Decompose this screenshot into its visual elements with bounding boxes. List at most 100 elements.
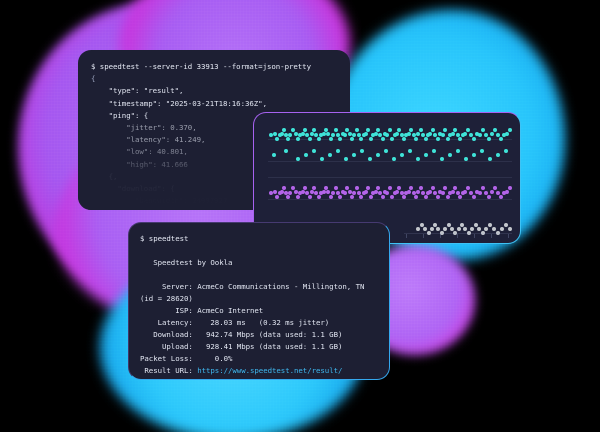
chart-data-point: [296, 157, 301, 162]
chart-data-point: [490, 190, 495, 195]
chart-data-point: [288, 191, 293, 196]
chart-data-point: [481, 231, 486, 236]
chart-data-point: [508, 227, 513, 232]
json-output-line: "timestamp": "2025-03-21T18:16:36Z",: [91, 98, 267, 108]
chart-data-point: [291, 186, 296, 191]
chart-data-point: [412, 133, 417, 138]
chart-data-point: [378, 133, 383, 138]
result-url-link-continued[interactable]: c/2d74ee56-a79b-4469-ba21-0cecc92c8bcb: [140, 377, 386, 379]
chart-data-point: [446, 137, 451, 142]
chart-data-point: [352, 133, 357, 138]
chart-data-point: [451, 190, 456, 195]
chart-data-point: [303, 128, 308, 133]
chart-data-point: [456, 149, 461, 154]
chart-data-point: [366, 128, 371, 133]
chart-data-point: [487, 137, 492, 142]
chart-data-point: [404, 133, 409, 138]
chart-data-point: [433, 191, 438, 196]
terminal-card-summary-output[interactable]: $ speedtest Speedtest by Ookla Server: A…: [128, 222, 390, 380]
chart-data-point: [443, 128, 448, 133]
chart-data-point: [431, 186, 436, 191]
chart-data-point: [484, 133, 489, 138]
chart-data-point: [440, 231, 445, 236]
chart-data-point: [456, 191, 461, 196]
result-url-link[interactable]: https://www.speedtest.net/result/: [197, 366, 343, 375]
chart-data-point: [331, 191, 336, 196]
chart-data-point: [502, 191, 507, 196]
chart-data-point: [480, 149, 485, 154]
chart-data-point: [504, 223, 509, 228]
chart-data-point: [388, 128, 393, 133]
chart-data-point: [481, 186, 486, 191]
chart-data-point: [352, 191, 357, 196]
chart-data-point: [343, 191, 348, 196]
chart-data-point: [467, 231, 472, 236]
result-url-line: Result URL: https://www.speedtest.net/re…: [140, 365, 386, 377]
chart-data-point: [392, 157, 397, 162]
chart-data-point: [488, 157, 493, 162]
chart-data-point: [469, 191, 474, 196]
chart-data-point: [294, 132, 299, 137]
chart-data-point: [402, 195, 407, 200]
chart-data-point: [328, 153, 333, 158]
chart-data-point: [448, 191, 453, 196]
chart-x-axis-tick: [508, 234, 509, 238]
chart-data-point: [312, 186, 317, 191]
chart-data-point: [397, 186, 402, 191]
chart-data-point: [374, 132, 379, 137]
chart-data-point: [308, 137, 313, 142]
chart-data-point: [472, 195, 477, 200]
chart-data-point: [345, 186, 350, 191]
chart-data-point: [463, 227, 468, 232]
chart-data-point: [371, 191, 376, 196]
chart-data-point: [496, 231, 501, 236]
chart-data-point: [448, 153, 453, 158]
chart-data-point: [303, 186, 308, 191]
chart-data-point: [424, 195, 429, 200]
chart-data-point: [477, 227, 482, 232]
chart-data-point: [310, 190, 315, 195]
chart-data-point: [488, 223, 493, 228]
chart-data-point: [419, 128, 424, 133]
chart-data-point: [407, 190, 412, 195]
chart-data-point: [500, 227, 505, 232]
chart-data-point: [317, 195, 322, 200]
chart-data-point: [448, 133, 453, 138]
chart-data-point: [304, 153, 309, 158]
chart-data-point: [496, 133, 501, 138]
chart-data-point: [447, 223, 452, 228]
chart-data-point: [487, 195, 492, 200]
chart-data-point: [366, 186, 371, 191]
summary-output-line: ISP: AcmeCo Internet: [140, 306, 264, 315]
chart-data-point: [446, 195, 451, 200]
chart-data-point: [275, 195, 280, 200]
chart-data-point: [322, 132, 327, 137]
chart-data-point: [408, 149, 413, 154]
chart-data-point: [475, 190, 480, 195]
chart-data-point: [424, 153, 429, 158]
summary-output-line: [140, 245, 386, 257]
chart-data-point: [428, 132, 433, 137]
chart-data-point: [416, 227, 421, 232]
chart-data-point: [369, 195, 374, 200]
chart-data-point: [296, 195, 301, 200]
chart-data-point: [475, 132, 480, 137]
chart-data-point: [493, 186, 498, 191]
chart-data-point: [284, 149, 289, 154]
chart-data-point: [376, 186, 381, 191]
result-url-label: Result URL:: [140, 366, 198, 375]
chart-data-point: [322, 190, 327, 195]
chart-data-point: [348, 132, 353, 137]
chart-data-point: [348, 190, 353, 195]
chart-data-point: [280, 190, 285, 195]
chart-data-point: [433, 133, 438, 138]
chart-data-point: [407, 132, 412, 137]
chart-data-point: [463, 132, 468, 137]
chart-data-point: [374, 190, 379, 195]
chart-data-point: [269, 133, 274, 138]
chart-data-point: [438, 132, 443, 137]
chart-data-point: [493, 128, 498, 133]
chart-data-point: [385, 191, 390, 196]
chart-data-point: [441, 133, 446, 138]
chart-data-point: [421, 191, 426, 196]
